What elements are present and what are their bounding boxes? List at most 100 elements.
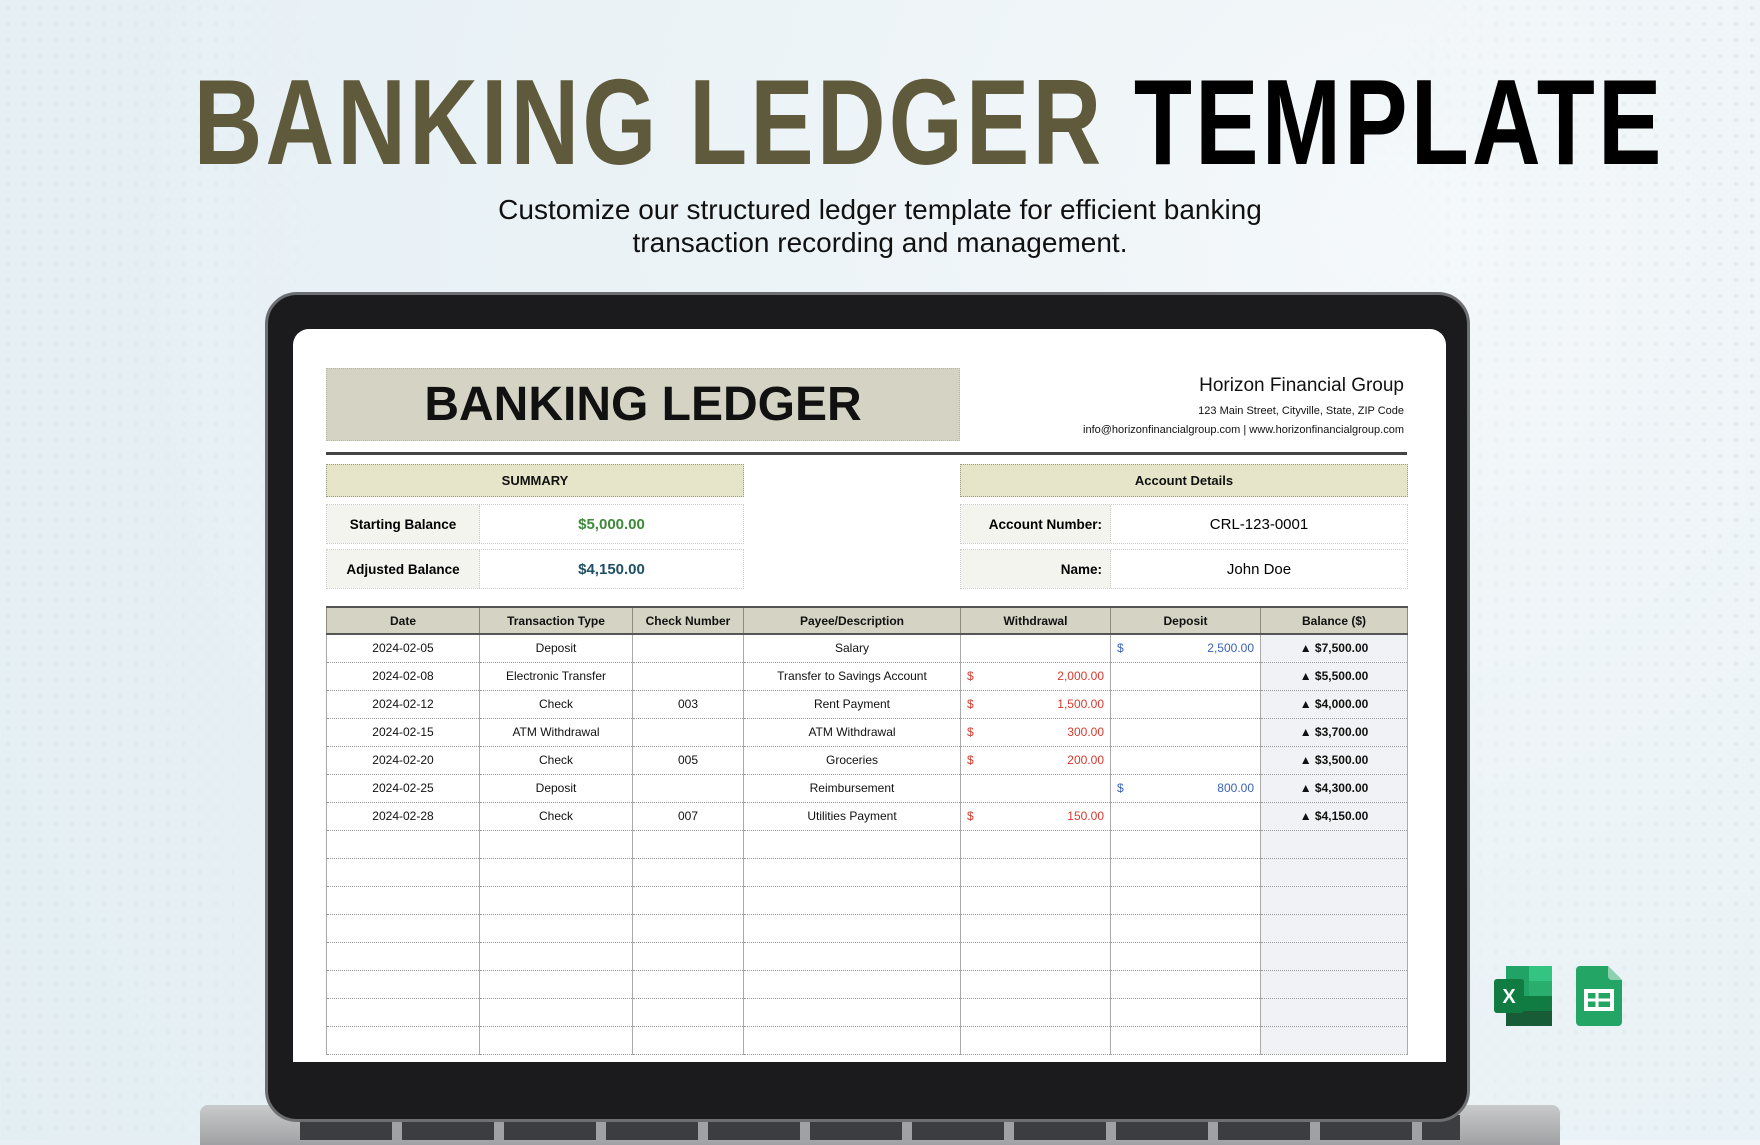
cell-payee[interactable]: Groceries [743, 746, 961, 775]
cell-payee[interactable] [743, 942, 961, 971]
cell-payee[interactable] [743, 998, 961, 1027]
cell-date[interactable] [326, 970, 480, 999]
cell-type[interactable]: Check [479, 746, 633, 775]
cell-type[interactable] [479, 998, 633, 1027]
cell-balance[interactable]: ▲ $3,500.00 [1260, 746, 1408, 775]
adjusted-balance-value[interactable]: $4,150.00 [578, 560, 645, 578]
cell-deposit[interactable] [1110, 914, 1261, 943]
cell-deposit[interactable] [1110, 690, 1261, 719]
cell-payee[interactable] [743, 1026, 961, 1055]
cell-withdrawal[interactable]: $1,500.00 [960, 690, 1111, 719]
column-header[interactable]: Check Number [632, 606, 744, 635]
cell-date[interactable] [326, 914, 480, 943]
cell-check[interactable] [632, 634, 744, 663]
cell-deposit[interactable] [1110, 998, 1261, 1027]
cell-deposit[interactable] [1110, 662, 1261, 691]
cell-type[interactable] [479, 858, 633, 887]
cell-date[interactable] [326, 830, 480, 859]
cell-check[interactable]: 007 [632, 802, 744, 831]
cell-balance[interactable]: ▲ $7,500.00 [1260, 634, 1408, 663]
cell-date[interactable] [326, 1026, 480, 1055]
cell-payee[interactable]: ATM Withdrawal [743, 718, 961, 747]
cell-payee[interactable]: Transfer to Savings Account [743, 662, 961, 691]
cell-payee[interactable] [743, 970, 961, 999]
column-header[interactable]: Transaction Type [479, 606, 633, 635]
cell-check[interactable] [632, 886, 744, 915]
cell-payee[interactable]: Utilities Payment [743, 802, 961, 831]
cell-payee[interactable]: Salary [743, 634, 961, 663]
cell-deposit[interactable] [1110, 858, 1261, 887]
cell-date[interactable]: 2024-02-05 [326, 634, 480, 663]
cell-deposit[interactable] [1110, 718, 1261, 747]
cell-withdrawal[interactable] [960, 774, 1111, 803]
cell-withdrawal[interactable]: $2,000.00 [960, 662, 1111, 691]
cell-type[interactable]: Check [479, 690, 633, 719]
cell-deposit[interactable]: $2,500.00 [1110, 634, 1261, 663]
cell-withdrawal[interactable] [960, 970, 1111, 999]
cell-date[interactable]: 2024-02-20 [326, 746, 480, 775]
cell-payee[interactable] [743, 858, 961, 887]
cell-date[interactable] [326, 942, 480, 971]
cell-check[interactable] [632, 914, 744, 943]
cell-date[interactable]: 2024-02-15 [326, 718, 480, 747]
cell-payee[interactable]: Reimbursement [743, 774, 961, 803]
cell-check[interactable] [632, 942, 744, 971]
cell-balance[interactable] [1260, 914, 1408, 943]
cell-type[interactable] [479, 1026, 633, 1055]
cell-date[interactable] [326, 998, 480, 1027]
cell-type[interactable]: Check [479, 802, 633, 831]
cell-balance[interactable] [1260, 1026, 1408, 1055]
starting-balance-value[interactable]: $5,000.00 [578, 515, 645, 533]
cell-type[interactable]: Electronic Transfer [479, 662, 633, 691]
cell-balance[interactable] [1260, 830, 1408, 859]
cell-type[interactable] [479, 970, 633, 999]
cell-date[interactable]: 2024-02-08 [326, 662, 480, 691]
account-number-value[interactable]: CRL-123-0001 [1209, 515, 1309, 533]
column-header[interactable]: Payee/Description [743, 606, 961, 635]
cell-payee[interactable] [743, 830, 961, 859]
cell-deposit[interactable] [1110, 830, 1261, 859]
column-header[interactable]: Deposit [1110, 606, 1261, 635]
cell-deposit[interactable] [1110, 886, 1261, 915]
column-header[interactable]: Balance ($) [1260, 606, 1408, 635]
cell-date[interactable]: 2024-02-28 [326, 802, 480, 831]
cell-date[interactable]: 2024-02-25 [326, 774, 480, 803]
cell-check[interactable] [632, 970, 744, 999]
cell-type[interactable]: Deposit [479, 634, 633, 663]
cell-balance[interactable] [1260, 858, 1408, 887]
cell-withdrawal[interactable] [960, 634, 1111, 663]
cell-payee[interactable] [743, 914, 961, 943]
cell-withdrawal[interactable]: $200.00 [960, 746, 1111, 775]
cell-withdrawal[interactable] [960, 858, 1111, 887]
cell-type[interactable] [479, 914, 633, 943]
cell-check[interactable] [632, 662, 744, 691]
cell-check[interactable] [632, 830, 744, 859]
cell-type[interactable] [479, 830, 633, 859]
cell-balance[interactable]: ▲ $5,500.00 [1260, 662, 1408, 691]
cell-type[interactable]: ATM Withdrawal [479, 718, 633, 747]
cell-withdrawal[interactable]: $150.00 [960, 802, 1111, 831]
cell-balance[interactable] [1260, 998, 1408, 1027]
cell-withdrawal[interactable] [960, 914, 1111, 943]
cell-withdrawal[interactable] [960, 830, 1111, 859]
cell-deposit[interactable] [1110, 970, 1261, 999]
cell-payee[interactable] [743, 886, 961, 915]
cell-deposit[interactable] [1110, 1026, 1261, 1055]
cell-check[interactable] [632, 718, 744, 747]
cell-withdrawal[interactable] [960, 942, 1111, 971]
cell-date[interactable] [326, 858, 480, 887]
cell-payee[interactable]: Rent Payment [743, 690, 961, 719]
cell-deposit[interactable] [1110, 802, 1261, 831]
cell-check[interactable]: 003 [632, 690, 744, 719]
cell-deposit[interactable] [1110, 746, 1261, 775]
cell-check[interactable] [632, 858, 744, 887]
cell-deposit[interactable]: $800.00 [1110, 774, 1261, 803]
cell-check[interactable]: 005 [632, 746, 744, 775]
cell-check[interactable] [632, 998, 744, 1027]
cell-type[interactable] [479, 942, 633, 971]
cell-balance[interactable] [1260, 886, 1408, 915]
cell-type[interactable] [479, 886, 633, 915]
cell-type[interactable]: Deposit [479, 774, 633, 803]
cell-balance[interactable]: ▲ $4,150.00 [1260, 802, 1408, 831]
cell-check[interactable] [632, 774, 744, 803]
